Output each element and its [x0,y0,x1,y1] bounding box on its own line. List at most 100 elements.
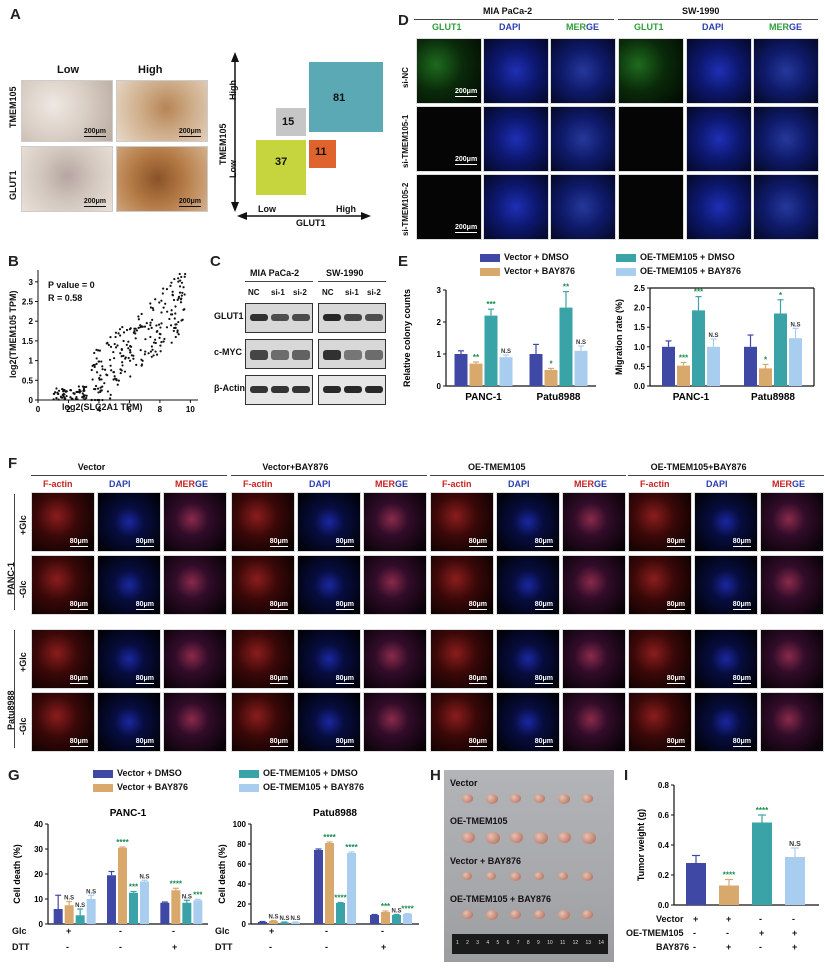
glc-sign: - [172,926,175,936]
significance-label: N.S [290,916,300,922]
scatter-point [154,350,157,353]
bar [160,902,170,924]
wb-lane-label: NC [322,288,334,297]
y-tick-label: 0.2 [658,871,670,880]
scatter-point [176,298,179,301]
scatter-point [151,348,154,351]
ruler-number: 7 [516,940,520,946]
bar [347,853,356,924]
glucose-condition-label: -Glc [18,717,28,735]
wb-lane-label: si-2 [293,288,307,297]
scatter-point [63,393,66,396]
scatter-point [161,292,164,295]
bar [744,346,757,386]
legend-swatch [480,268,500,276]
significance-label: N.S [139,874,149,880]
scatter-point [100,378,103,381]
scatter-point [140,358,143,361]
scatter-point [160,322,163,325]
wb-lane-label: NC [248,288,260,297]
legend-entry: Vector + DMSO [504,252,569,262]
scatter-point [132,357,135,360]
bar [86,899,96,924]
scatter-point [181,291,184,294]
y-tick-label: 30 [34,845,43,854]
significance-label: **** [334,894,347,903]
y-tick-label: 0.8 [658,781,670,790]
bar [686,863,706,905]
legend-entry: OE-TMEM105 + DMSO [640,252,735,262]
fluor-image [753,38,819,104]
glucose-condition-label: +Glc [18,515,28,535]
scatter-point [77,385,80,388]
scatter-point [179,298,183,301]
scatter-point [61,387,64,391]
scatter-point [97,349,100,352]
scale-bar: 80μm [468,601,488,610]
legend-entry: Vector + BAY876 [117,782,188,792]
bar [280,922,289,924]
scatter-point [152,308,155,312]
significance-label: ** [473,353,480,362]
scatter-point [119,368,122,371]
scatter-point [160,299,163,302]
x-category-label: PANC-1 [465,392,502,403]
fluor-image [163,555,227,615]
glc-sign: - [119,926,122,936]
bar [403,914,412,924]
scale-bar: 80μm [732,738,752,747]
scatter-point [159,326,162,329]
scatter-r: R = 0.58 [48,293,83,303]
significance-label: *** [679,353,689,362]
bar [662,346,675,386]
scatter-point [173,326,176,330]
legend-swatch [480,254,500,262]
scatter-point [145,322,148,325]
ihc-row-tmem105: TMEM105 [8,86,18,128]
chart-title: Patu8988 [313,808,357,819]
y-tick-label: 0 [437,382,442,391]
fluor-image: 80μm [297,555,361,615]
fluor-image: 200μm [416,38,482,104]
bar [544,370,558,386]
scatter-point [149,321,152,324]
y-tick-label: 20 [34,870,43,879]
stain-col-label: MERGE [375,479,408,489]
scatter-point [150,355,153,358]
scatter-point [108,397,112,400]
scale-bar: 80μm [269,675,289,684]
stain-col-label: DAPI [309,479,331,489]
scatter-point [101,365,104,368]
scatter-point [182,286,185,289]
wb-band [344,350,362,360]
y-tick-label: 2.0 [634,304,646,313]
merge-label-a: MER [566,22,586,32]
scatter-point [159,350,162,353]
scatter-point [149,302,152,305]
scatter-point [129,327,132,330]
scale-bar: 80μm [666,538,686,547]
scatter-point [99,389,102,392]
scale-bar: 80μm [69,675,89,684]
scatter-point [129,375,132,378]
scale-bar: 80μm [269,538,289,547]
wb-band [323,314,341,321]
scatter-point [150,326,153,329]
scatter-point [97,391,100,394]
bar [140,881,149,924]
scatter-point [69,389,72,392]
quad-y-low: Low [228,160,238,178]
fluor-image: 200μm [416,174,482,240]
significance-label: N.S [789,841,801,848]
scatter-point [115,379,118,382]
dtt-sign: + [381,942,387,952]
scatter-point [114,346,118,349]
condition-sign: + [792,942,798,952]
significance-label: **** [345,843,358,852]
scale-bar: 80μm [468,538,488,547]
merge-label-b: GE [395,479,409,489]
bar [677,365,690,386]
scatter-point [122,339,125,343]
ruler-number: 11 [560,940,566,946]
ihc-row-glut1: GLUT1 [8,170,18,200]
